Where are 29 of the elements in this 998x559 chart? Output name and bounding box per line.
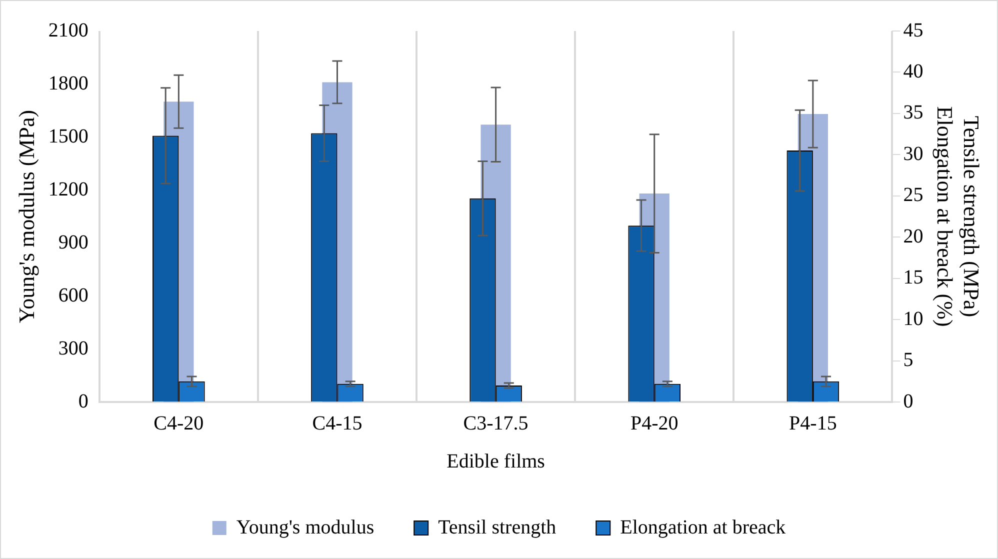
- y2-tick-label: 0: [903, 390, 914, 412]
- x-axis-title: Edible films: [446, 450, 546, 472]
- y2-tick-label: 45: [903, 19, 924, 42]
- y2-tick-label: 25: [903, 184, 924, 206]
- y2-axis-title: Tensile strength (MPa) Elongation at breack (%): [932, 106, 984, 327]
- y2-tick-label: 15: [903, 266, 924, 289]
- y2-tick-label: 35: [903, 102, 924, 124]
- y-tick-label: 600: [58, 284, 88, 306]
- x-tick-label: C4-15: [312, 412, 362, 434]
- y2-tick-label: 10: [903, 308, 924, 330]
- legend-label: Elongation at breack: [620, 516, 786, 538]
- y-tick-label: 300: [58, 337, 88, 360]
- y-tick-label: 2100: [48, 19, 88, 42]
- x-tick-label: C3-17.5: [463, 412, 528, 434]
- x-tick-label: P4-20: [630, 412, 678, 434]
- x-tick-label: P4-15: [789, 412, 837, 434]
- legend-label: Tensil strength: [438, 516, 556, 538]
- x-tick-label: C4-20: [154, 412, 204, 434]
- y2-tick-label: 5: [903, 349, 914, 372]
- y2-tick-label: 30: [903, 142, 924, 165]
- y-tick-label: 900: [58, 231, 88, 254]
- y2-tick-label: 20: [903, 225, 924, 248]
- y-tick-label: 0: [78, 390, 88, 412]
- y-axis-title: Young's modulus (MPa): [14, 110, 39, 324]
- y2-tick-label: 40: [903, 60, 924, 82]
- y-tick-label: 1500: [48, 125, 88, 148]
- y-tick-label: 1800: [48, 72, 88, 94]
- y-tick-label: 1200: [48, 178, 88, 200]
- legend-label: Young's modulus: [236, 516, 374, 538]
